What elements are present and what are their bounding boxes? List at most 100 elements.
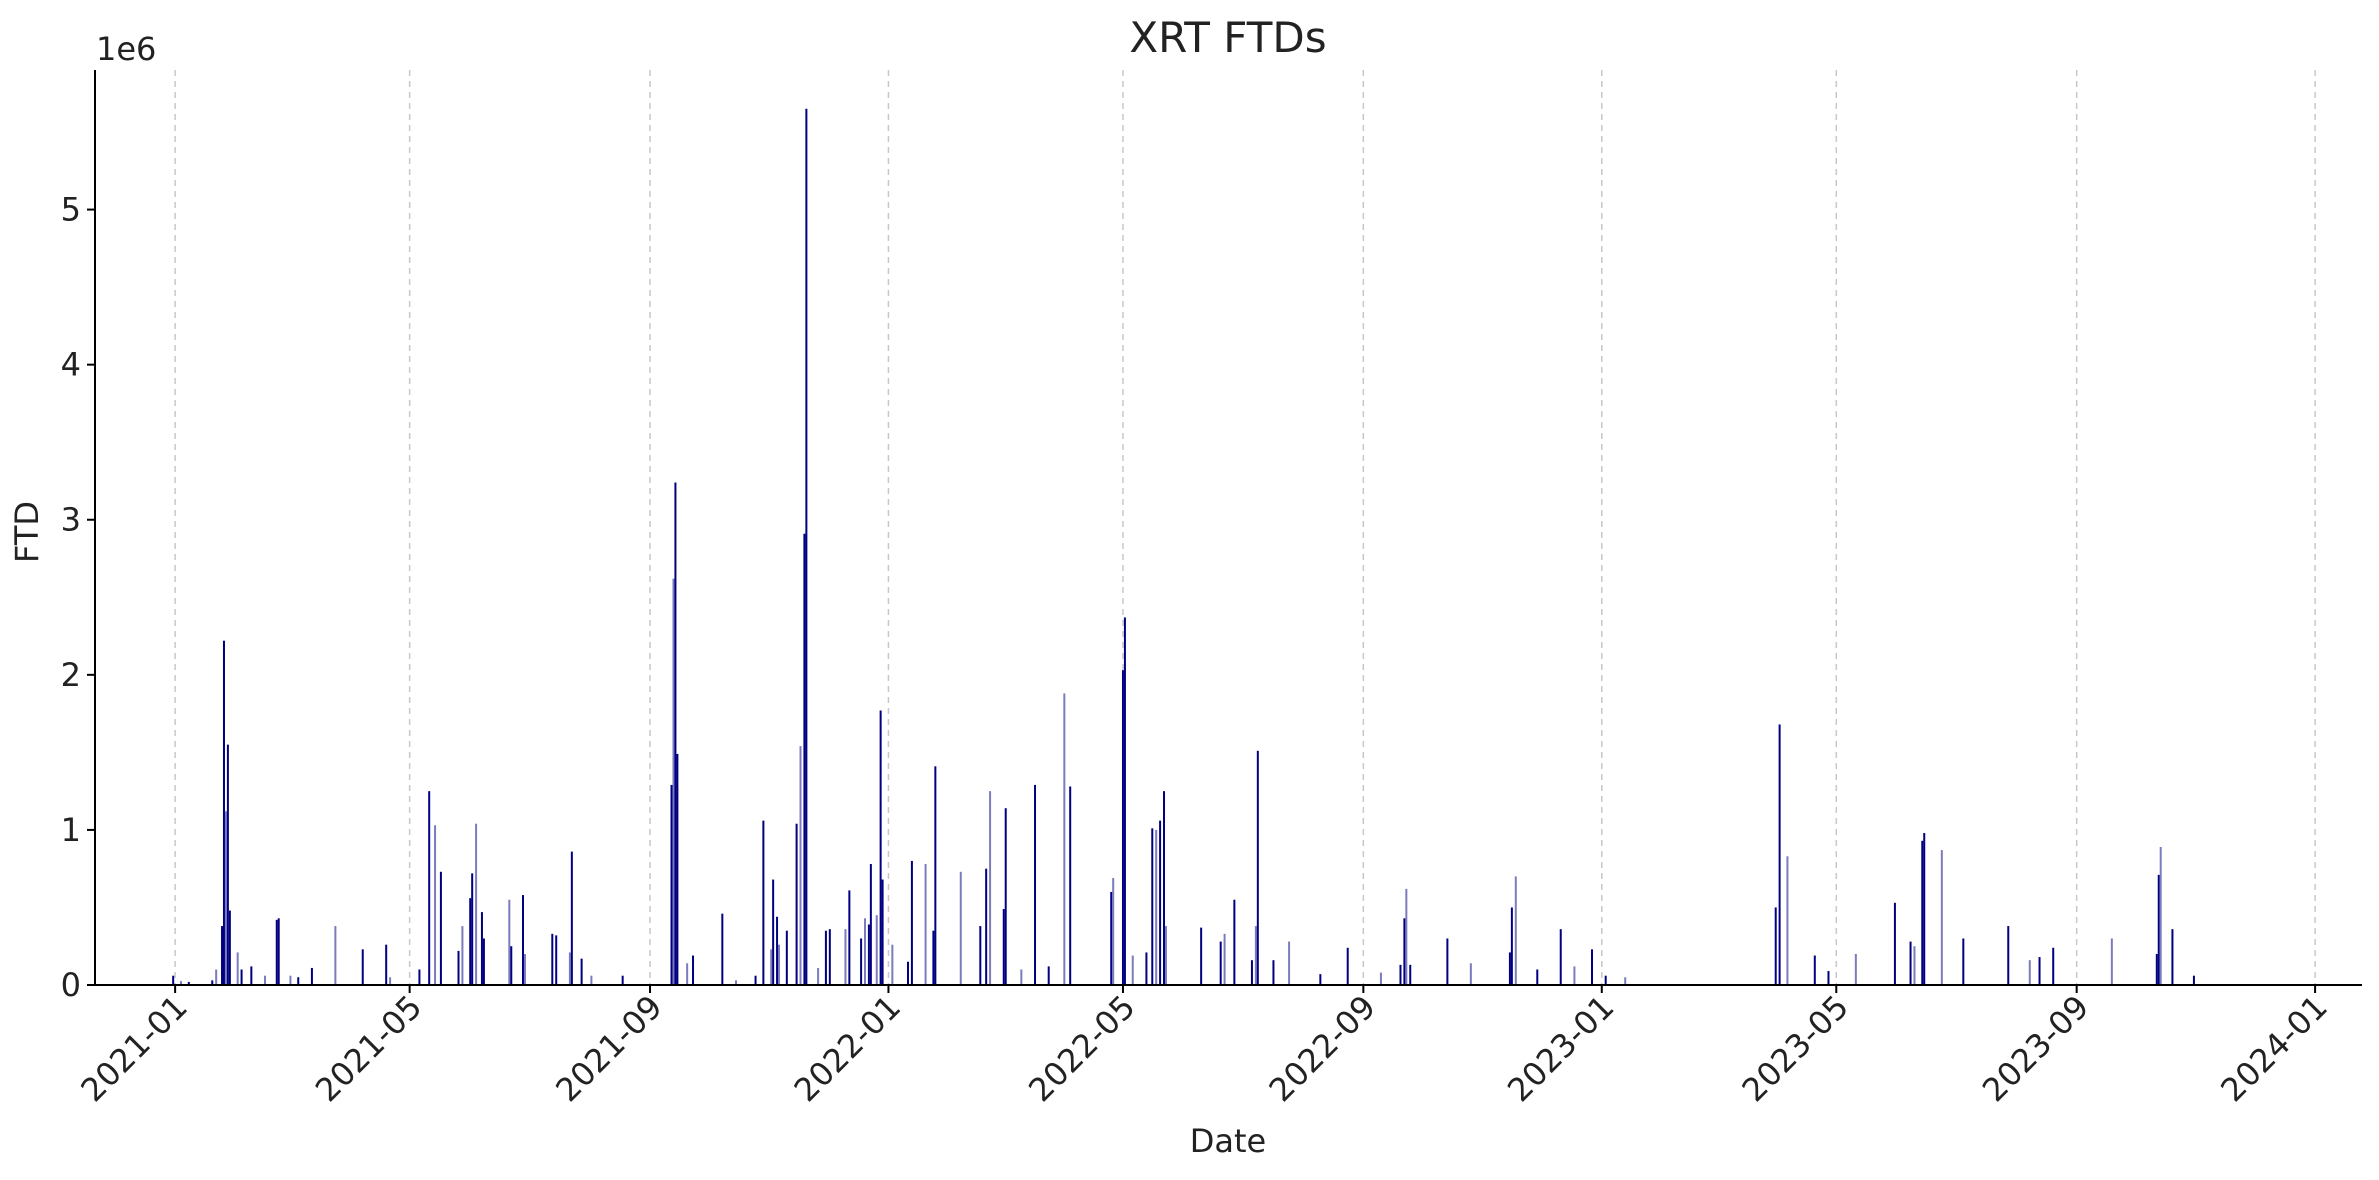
ftd-bar <box>924 864 927 985</box>
ftd-bar <box>551 933 554 985</box>
ftd-bar <box>1250 960 1253 985</box>
ftd-bar <box>570 851 573 985</box>
y-axis-ticks: 0 1 2 3 4 5 <box>61 191 95 1004</box>
x-tick-label: 2022-01 <box>787 988 908 1109</box>
ftd-bar <box>275 919 278 985</box>
ftd-bar <box>1909 941 1912 985</box>
y-axis-label: FTD <box>8 501 46 563</box>
ftd-bar <box>2157 874 2160 985</box>
vertical-gridlines <box>174 70 2316 985</box>
ftd-bar <box>2038 957 2041 985</box>
ftd-bar <box>1110 891 1113 985</box>
ftd-bar <box>361 949 364 985</box>
ftd-bar <box>1254 926 1257 985</box>
ftd-bar <box>670 784 673 985</box>
ftd-bar <box>277 918 280 985</box>
ftd-bar <box>1034 784 1037 985</box>
ftd-bar <box>1786 856 1789 985</box>
ftd-bar <box>1063 693 1066 985</box>
ftd-bar <box>590 975 593 985</box>
ftd-bar <box>508 899 511 985</box>
ftd-bar <box>1131 955 1134 985</box>
ftd-bar <box>385 944 388 985</box>
ftd-bar <box>776 916 779 985</box>
ftd-bar <box>1002 909 1005 985</box>
y-tick-label: 4 <box>61 346 81 384</box>
ftd-bar <box>1200 927 1203 985</box>
ftd-bar <box>1559 929 1562 985</box>
ftd-bar <box>1508 952 1511 985</box>
ftd-bar <box>860 938 863 985</box>
ftd-bar <box>2155 953 2158 985</box>
ftd-bar <box>817 967 820 985</box>
ftd-bar <box>1962 938 1965 985</box>
ftd-bar <box>1827 971 1830 985</box>
ftd-bar <box>250 966 253 985</box>
x-tick-label: 2022-09 <box>1262 988 1383 1109</box>
ftd-bar <box>1112 877 1115 985</box>
ftd-bar <box>2171 929 2174 985</box>
ftd-bars <box>172 108 2195 986</box>
ftd-bar <box>2159 846 2162 985</box>
ftd-bar <box>869 864 872 985</box>
y-tick-label: 2 <box>61 656 81 694</box>
y-tick-label: 3 <box>61 501 81 539</box>
ftd-bar <box>187 981 190 985</box>
ftd-bar <box>2052 947 2055 985</box>
ftd-bar <box>979 926 982 985</box>
ftd-bar <box>1256 750 1259 985</box>
ftd-bar <box>1047 966 1050 985</box>
ftd-bar <box>1004 808 1007 985</box>
ftd-bar <box>1069 786 1072 985</box>
chart-title: XRT FTDs <box>1129 13 1326 62</box>
ftd-bar <box>891 944 894 985</box>
ftd-bar <box>676 753 679 985</box>
ftd-bar <box>2192 975 2195 985</box>
ftd-bar <box>480 912 483 985</box>
ftd-bar <box>1123 617 1126 985</box>
ftd-bar <box>770 949 773 985</box>
ftd-bar <box>1403 918 1406 985</box>
ftd-bar <box>389 977 392 985</box>
ftd-bar <box>264 975 267 985</box>
ftd-bar <box>428 791 431 985</box>
ftd-bar <box>1121 670 1124 985</box>
ftd-bar <box>985 868 988 985</box>
ftd-bar <box>799 746 802 985</box>
ftd-bar <box>934 766 937 985</box>
ftd-bar <box>2028 960 2031 985</box>
ftd-bar <box>772 879 775 985</box>
ftd-bar <box>1604 975 1607 985</box>
ftd-bar <box>824 930 827 985</box>
ftd-bar <box>686 963 689 985</box>
ftd-bar <box>1921 840 1924 985</box>
ftd-bar <box>510 946 513 985</box>
ftd-bar <box>418 969 421 985</box>
ftd-bar <box>959 871 962 985</box>
ftd-bar <box>1514 876 1517 985</box>
ftd-bar <box>228 910 231 985</box>
x-tick-label: 2023-05 <box>1735 988 1856 1109</box>
ftd-bar <box>222 640 225 985</box>
ftd-bar <box>215 969 218 985</box>
ftd-bar <box>692 955 695 985</box>
ftd-bar <box>434 825 437 985</box>
ftd-bar <box>1319 974 1322 985</box>
ftd-bar <box>879 710 882 985</box>
ftd-bar <box>1379 972 1382 985</box>
ftd-bar <box>1346 947 1349 985</box>
ftd-bar <box>754 975 757 985</box>
ftd-bar <box>844 929 847 985</box>
ftd-bar <box>226 744 229 985</box>
x-tick-label: 2024-01 <box>2213 988 2334 1109</box>
ftd-bar <box>1778 724 1781 985</box>
ftd-bar <box>224 811 227 985</box>
x-tick-label: 2023-01 <box>1500 988 1621 1109</box>
ftd-bar <box>1272 960 1275 985</box>
ftd-bar <box>297 977 300 985</box>
ftd-bar <box>2007 926 2010 985</box>
ftd-bar <box>1510 907 1513 985</box>
ftd-bar <box>310 967 313 985</box>
ftd-bar <box>568 952 571 985</box>
ftd-bar <box>439 871 442 985</box>
